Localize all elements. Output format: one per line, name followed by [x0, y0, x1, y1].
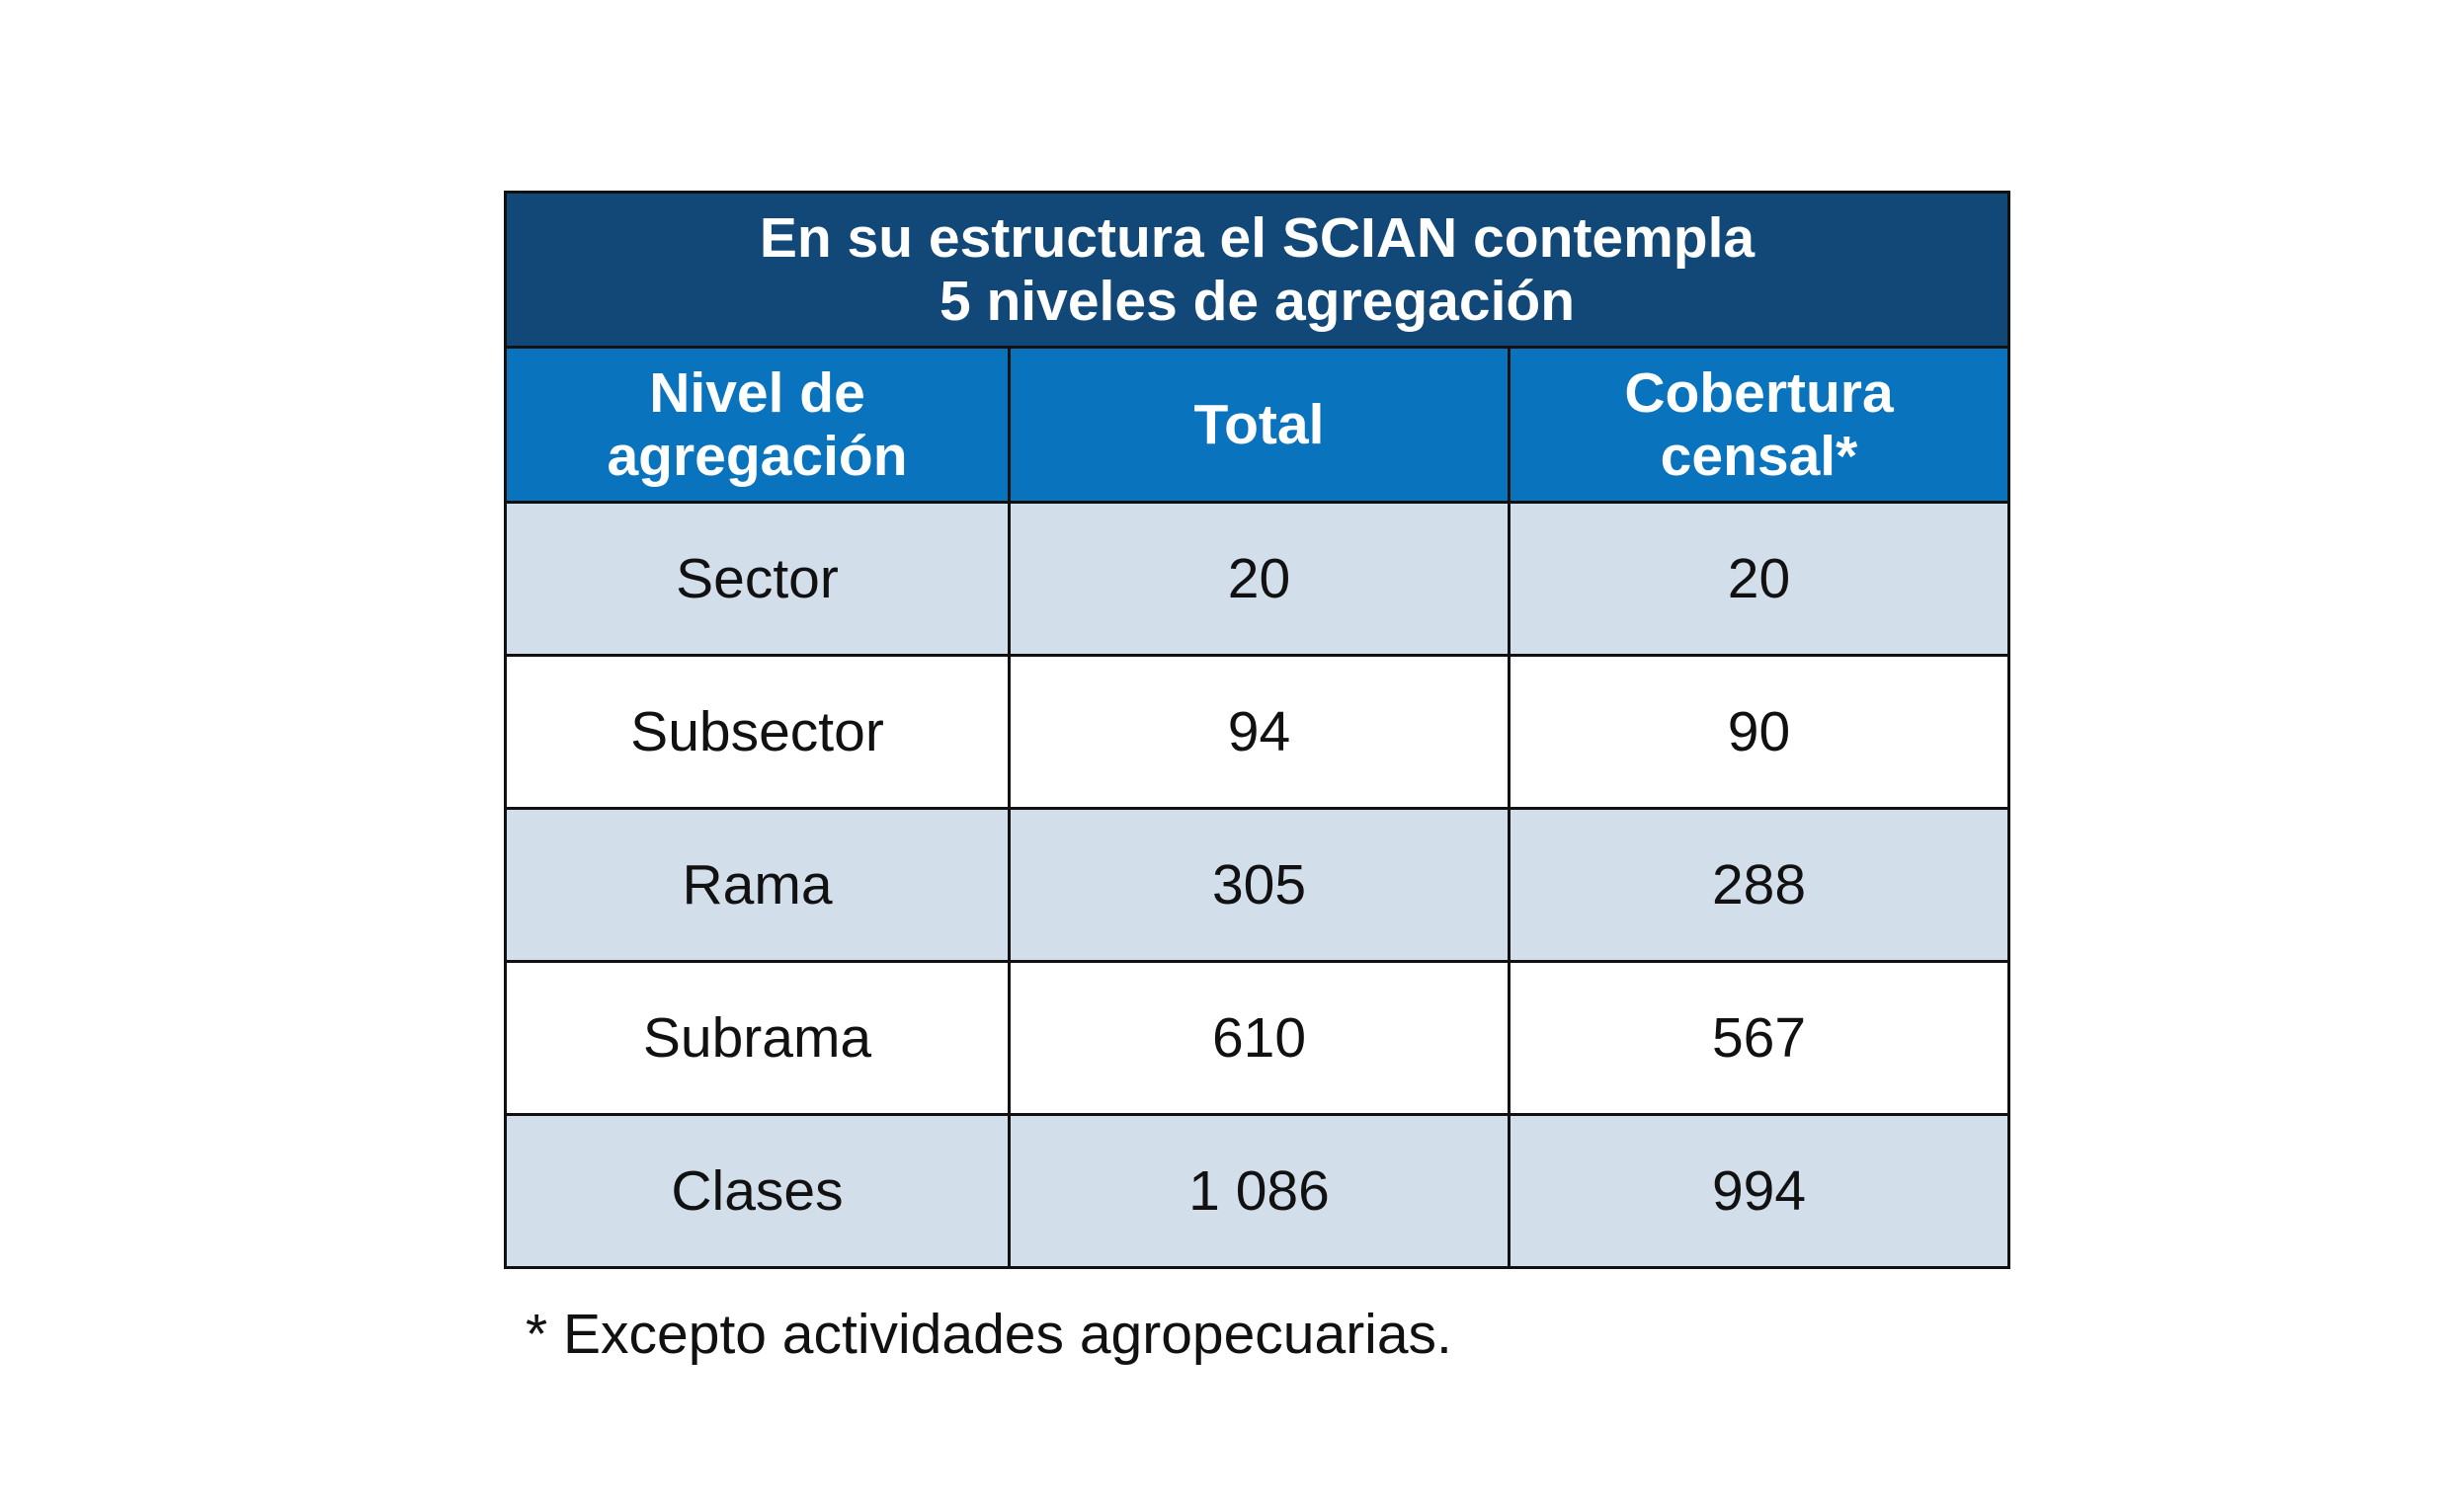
table-title-line1: En su estructura el SCIAN contempla — [759, 206, 1756, 270]
column-header-coverage-line1: Cobertura — [1624, 361, 1894, 425]
cell-level: Subrama — [504, 960, 1011, 1116]
column-header-coverage-line2: censal* — [1660, 425, 1858, 488]
cell-total: 305 — [1008, 807, 1511, 963]
table-title-row: En su estructura el SCIAN contempla 5 ni… — [504, 191, 2010, 349]
table-title-line2: 5 niveles de agregación — [939, 270, 1576, 333]
cell-level: Subsector — [504, 654, 1011, 810]
cell-coverage: 90 — [1508, 654, 2010, 810]
scian-levels-table: En su estructura el SCIAN contempla 5 ni… — [504, 191, 2010, 1269]
cell-total: 94 — [1008, 654, 1511, 810]
column-header-total: Total — [1008, 346, 1511, 504]
cell-level: Clases — [504, 1113, 1011, 1269]
cell-total: 610 — [1008, 960, 1511, 1116]
column-header-level-line1: Nivel de — [649, 361, 865, 425]
column-header-coverage: Cobertura censal* — [1508, 346, 2010, 504]
table-row-rama: Rama 305 288 — [504, 807, 2010, 963]
table-row-sector: Sector 20 20 — [504, 501, 2010, 657]
table-row-clases: Clases 1 086 994 — [504, 1113, 2010, 1269]
table-header-row: Nivel de agregación Total Cobertura cens… — [504, 346, 2010, 504]
table-title: En su estructura el SCIAN contempla 5 ni… — [504, 191, 2010, 349]
column-header-total-label: Total — [1193, 393, 1325, 456]
scian-table-container: En su estructura el SCIAN contempla 5 ni… — [504, 191, 2010, 1269]
cell-total: 20 — [1008, 501, 1511, 657]
column-header-level-line2: agregación — [607, 425, 908, 488]
column-header-level: Nivel de agregación — [504, 346, 1011, 504]
cell-level: Rama — [504, 807, 1011, 963]
cell-coverage: 994 — [1508, 1113, 2010, 1269]
cell-total: 1 086 — [1008, 1113, 1511, 1269]
table-row-subrama: Subrama 610 567 — [504, 960, 2010, 1116]
cell-coverage: 288 — [1508, 807, 2010, 963]
table-row-subsector: Subsector 94 90 — [504, 654, 2010, 810]
cell-coverage: 20 — [1508, 501, 2010, 657]
cell-coverage: 567 — [1508, 960, 2010, 1116]
table-footnote: * Excepto actividades agropecuarias. — [526, 1303, 1452, 1366]
cell-level: Sector — [504, 501, 1011, 657]
